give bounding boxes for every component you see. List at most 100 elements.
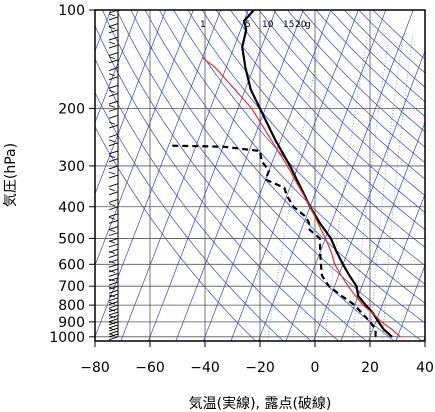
wind-barb — [108, 174, 119, 179]
dry-adiabat-line — [230, 10, 425, 213]
dry-adiabat-line — [216, 10, 425, 231]
wind-barb-flag — [108, 121, 116, 125]
isotherm-line — [258, 10, 387, 341]
wind-barb — [108, 248, 119, 253]
wind-barb — [108, 304, 119, 309]
wind-barb — [108, 254, 119, 258]
wind-barb — [108, 219, 119, 224]
wind-barb — [108, 183, 119, 188]
wind-barb — [108, 243, 119, 248]
wind-barb — [108, 336, 119, 341]
y-axis-title: 気圧(hPa) — [3, 143, 19, 207]
wind-barb — [108, 133, 119, 138]
wind-barb — [108, 324, 119, 329]
mixing-ratio-label: 15 — [283, 20, 294, 30]
wind-barb — [108, 330, 119, 335]
wind-barb — [108, 107, 119, 112]
wind-barb-flag — [108, 171, 116, 175]
wind-barb — [108, 321, 119, 326]
dry-adiabat-line — [258, 10, 425, 180]
wind-barb-flag — [108, 139, 116, 143]
wind-barb — [108, 44, 119, 49]
wind-barb-flag — [108, 270, 116, 273]
dry-adiabat-line — [187, 10, 425, 266]
dry-adiabat-line — [287, 10, 425, 148]
dry-adiabat-line — [95, 126, 256, 341]
wind-barb — [108, 277, 119, 282]
isotherm-line — [95, 10, 167, 195]
wind-barb — [108, 150, 119, 155]
wind-barb — [108, 92, 119, 97]
isotherm-line — [203, 10, 332, 341]
wind-barb — [108, 16, 119, 21]
y-tick-label: 200 — [58, 101, 85, 117]
wind-barb — [108, 114, 119, 119]
y-tick-label: 800 — [58, 298, 85, 314]
wind-barb — [108, 59, 119, 64]
mixing-ratio-label: 1 — [200, 20, 206, 30]
isotherm-line — [395, 264, 425, 341]
wind-barb-flag — [108, 26, 116, 30]
wind-barb — [108, 191, 119, 196]
wind-barb — [108, 333, 119, 338]
isotherm-line — [313, 50, 425, 341]
wind-barb-flag — [108, 56, 116, 60]
temperature-line — [241, 10, 393, 338]
mixing-ratio-label: 10 — [262, 20, 274, 30]
wind-barb — [108, 281, 119, 286]
wind-barb — [108, 158, 119, 163]
wind-barb — [108, 165, 119, 170]
dry-adiabat-line — [102, 10, 367, 341]
isotherm-line — [340, 121, 425, 341]
isotherm-line — [120, 10, 249, 341]
dry-adiabat-line — [144, 10, 425, 324]
mixing-ratio-labels: 1 5 10 15 20g — [200, 20, 311, 30]
dry-adiabat-line — [95, 58, 312, 341]
dewpoint-line — [168, 144, 377, 337]
wind-barb-flag — [108, 155, 116, 159]
wind-barb — [108, 206, 119, 211]
wind-barb — [108, 289, 119, 294]
wind-barbs — [108, 10, 119, 341]
y-tick-label: 300 — [58, 159, 85, 175]
wind-barb — [108, 268, 119, 273]
wind-barb — [108, 301, 119, 305]
wind-barb — [108, 314, 119, 319]
wind-barb — [108, 226, 119, 231]
wind-barb — [108, 297, 119, 302]
wind-barb — [108, 52, 119, 57]
wind-barb — [108, 100, 119, 105]
dry-adiabat-line — [95, 24, 340, 341]
wind-barb — [108, 327, 119, 332]
dry-adiabat-line — [95, 91, 284, 341]
wind-barb — [108, 293, 119, 298]
wind-barb — [108, 29, 119, 34]
isotherm-line — [148, 10, 277, 341]
wind-barb — [108, 84, 119, 89]
isotherm-line — [95, 10, 194, 267]
wind-barb-flag — [108, 216, 116, 220]
y-tick-label: 600 — [58, 257, 85, 273]
wind-barb-flag — [108, 104, 116, 108]
wind-barb-flag — [108, 260, 116, 264]
x-tick-label: −40 — [190, 360, 220, 376]
wind-barb-flag — [108, 73, 116, 77]
parcel-line — [202, 57, 401, 338]
dry-adiabat-line — [201, 10, 425, 248]
x-tick-label: 0 — [311, 360, 320, 376]
wind-barb — [108, 263, 119, 268]
wind-barb-flag — [108, 203, 116, 207]
wind-barb-flag — [108, 315, 116, 319]
dry-adiabat-line — [273, 10, 425, 164]
y-tick-label: 100 — [58, 3, 85, 19]
y-tick-label: 900 — [58, 315, 85, 331]
wind-barb — [108, 232, 119, 237]
series-layer — [168, 10, 401, 338]
isotherm-line — [230, 10, 359, 341]
dry-adiabat-line — [329, 10, 425, 103]
wind-barb — [108, 259, 119, 263]
wind-barb — [108, 23, 119, 27]
y-tick-label: 700 — [58, 279, 85, 295]
